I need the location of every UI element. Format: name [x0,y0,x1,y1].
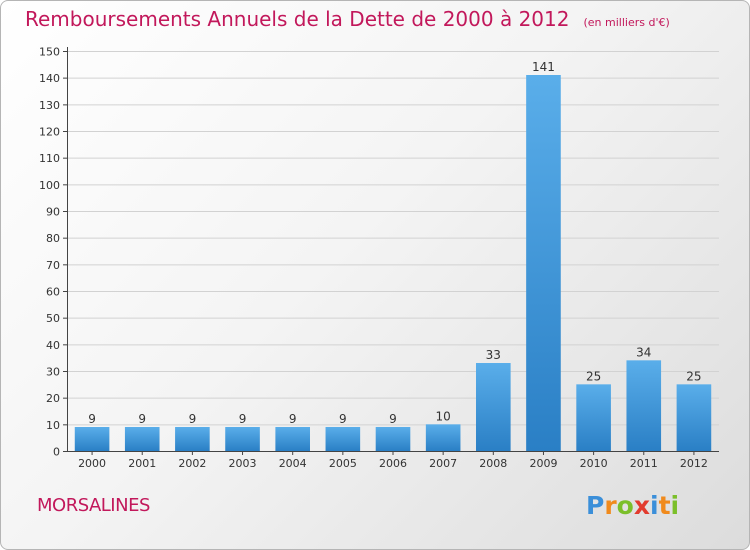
bar [325,427,361,451]
y-tick-label: 0 [53,446,60,459]
x-tick-label: 2010 [580,457,608,470]
data-label: 141 [532,60,555,74]
x-tick-label: 2009 [529,457,557,470]
bar [526,75,561,451]
x-tick-label: 2011 [630,457,658,470]
y-tick-label: 130 [39,99,60,112]
x-tick-label: 2006 [379,457,407,470]
data-label: 25 [586,369,601,383]
grid [67,51,719,426]
x-tick-label: 2004 [279,457,307,470]
bar [375,427,411,451]
data-label: 9 [289,412,297,426]
y-tick-label: 60 [46,286,60,299]
place-name: MORSALINES [37,495,150,516]
chart-subtitle: (en milliers d'€) [583,16,670,29]
y-tick-label: 40 [46,339,60,352]
data-label: 25 [686,369,701,383]
x-tick-label: 2008 [479,457,507,470]
bar [175,427,210,451]
x-tick-label: 2012 [680,457,708,470]
data-label: 9 [138,412,146,426]
bar [124,427,160,451]
brand-logo: Proxiti [586,491,679,520]
brand-letter: r [604,491,617,520]
y-tick-label: 150 [39,46,60,59]
data-label: 9 [339,412,347,426]
data-labels: 9 9 9 9 9 9 9 10 33 141 25 34 25 [88,60,701,426]
axes: 0 10 20 30 40 50 60 70 80 90 100 110 120 130 140 150 200… [39,46,719,470]
bar [74,427,110,451]
y-tick-label: 120 [39,126,60,139]
chart-title: Remboursements Annuels de la Dette de 20… [25,7,570,31]
x-tick-label: 2007 [429,457,457,470]
y-tick-label: 140 [39,72,60,85]
brand-letter: x [633,491,650,520]
x-tick-label: 2000 [78,457,106,470]
bar [476,363,511,451]
y-tick-label: 80 [46,232,60,245]
x-tick-label: 2005 [329,457,357,470]
data-label: 34 [636,345,651,359]
data-label: 33 [486,348,501,362]
brand-letter: P [586,491,605,520]
y-tick-label: 10 [46,419,60,432]
data-label: 9 [389,412,397,426]
bar [676,384,712,451]
y-tick-label: 100 [39,179,60,192]
data-label: 9 [88,412,96,426]
y-tick-label: 110 [39,152,60,165]
x-tick-label: 2001 [128,457,156,470]
bar [425,424,461,451]
bar [275,427,310,451]
x-tick-label: 2003 [229,457,257,470]
y-tick-label: 20 [46,392,60,405]
bar [626,360,662,451]
data-label: 10 [436,409,451,423]
brand-letter: i [670,491,680,520]
bar [576,384,611,451]
brand-letter: i [650,491,659,520]
title-block: Remboursements Annuels de la Dette de 20… [25,7,670,31]
brand-letter: t [658,491,671,520]
brand-letter: o [616,491,634,520]
y-tick-label: 30 [46,366,60,379]
y-tick-label: 70 [46,259,60,272]
y-tick-label: 50 [46,312,60,325]
data-label: 9 [189,412,197,426]
bar [225,427,260,451]
data-label: 9 [239,412,247,426]
bars [74,75,712,451]
y-tick-label: 90 [46,206,60,219]
x-tick-label: 2002 [178,457,206,470]
